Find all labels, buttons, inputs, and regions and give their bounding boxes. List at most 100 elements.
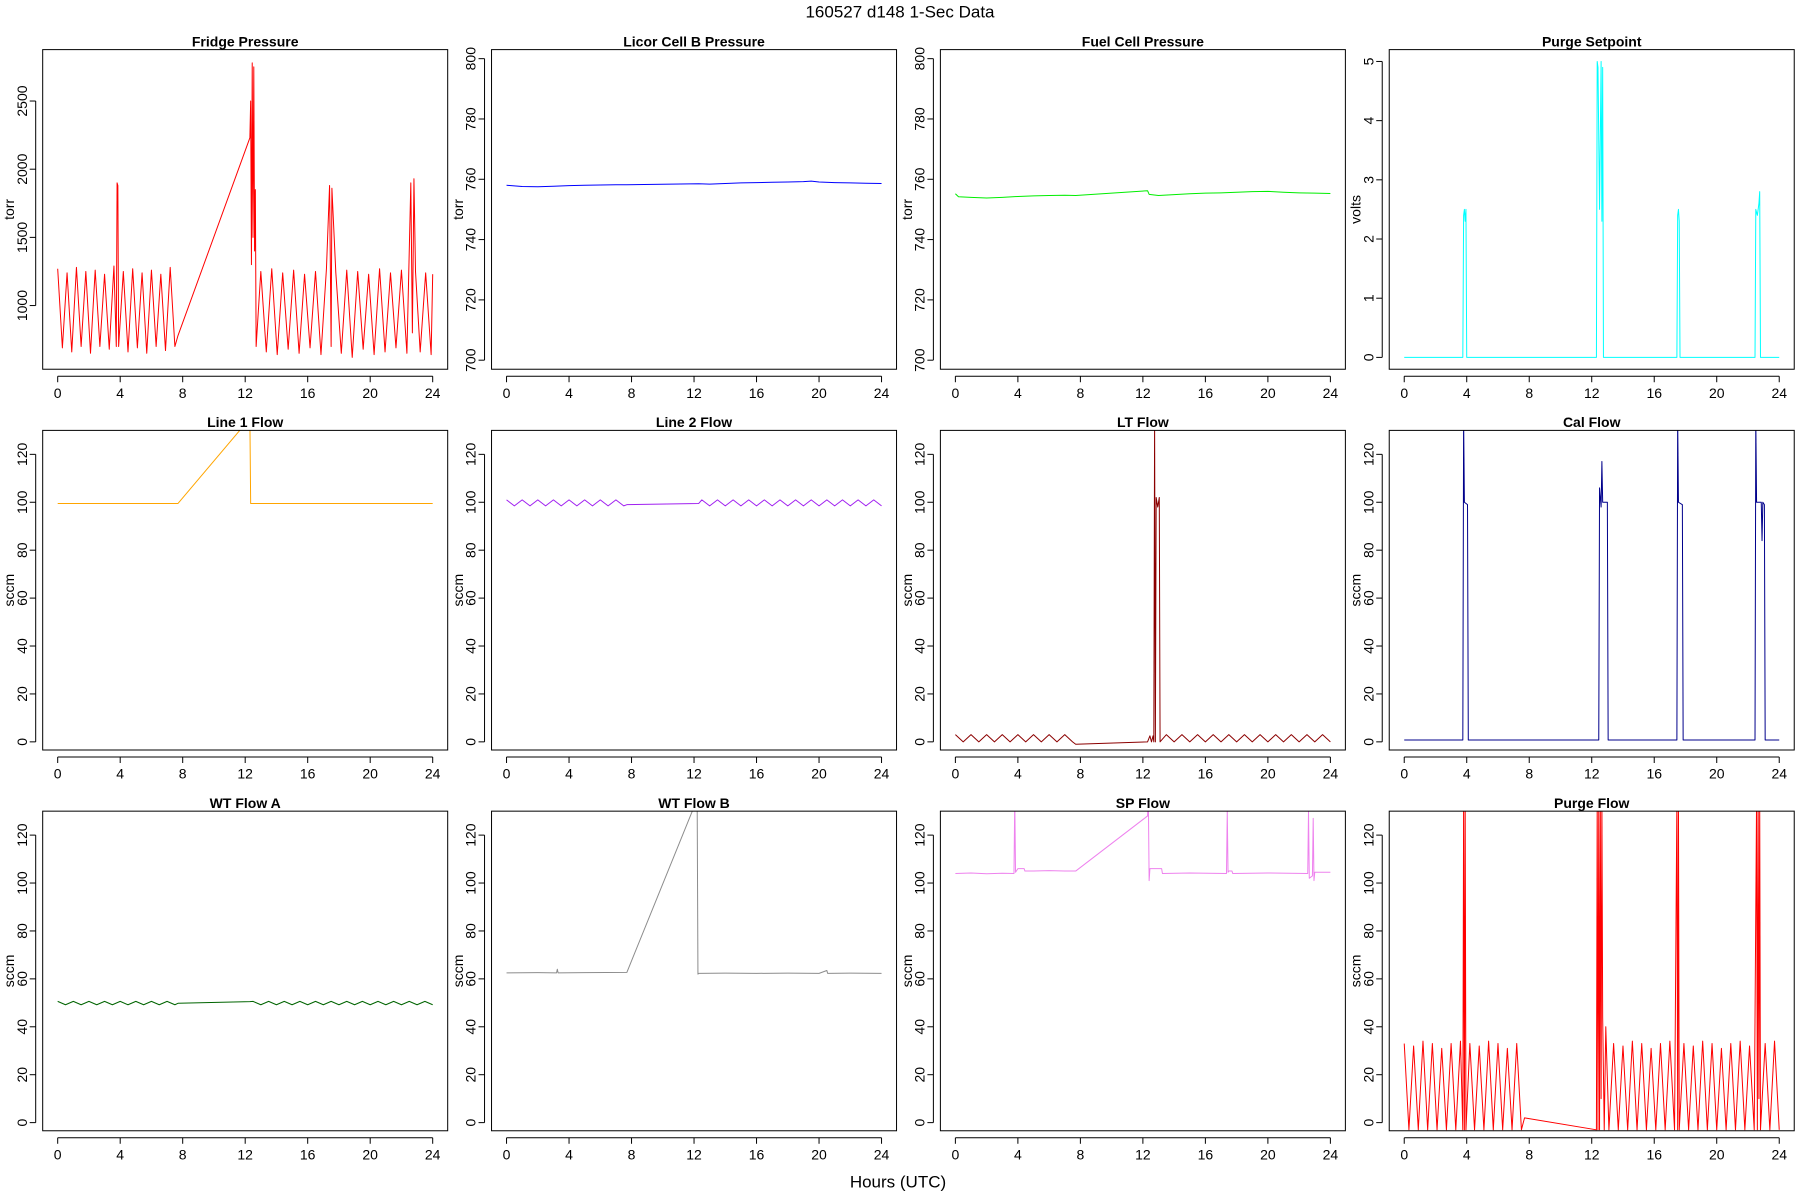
panel-title: Line 2 Flow xyxy=(656,414,732,430)
x-tick-label: 20 xyxy=(811,385,827,401)
plot-frame xyxy=(42,810,449,1132)
x-tick-label: 20 xyxy=(362,1146,378,1162)
x-tick-label: 20 xyxy=(362,385,378,401)
panel-title: SP Flow xyxy=(1116,795,1170,811)
plot-area xyxy=(1403,811,1780,1131)
x-tick-label: 16 xyxy=(1198,385,1214,401)
x-tick-label: 12 xyxy=(1135,1146,1151,1162)
x-tick-label: 16 xyxy=(300,385,316,401)
x-tick-label: 4 xyxy=(1014,1146,1022,1162)
y-tick-label: 720 xyxy=(911,288,927,312)
y-tick-label: 120 xyxy=(911,442,927,466)
y-tick-label: 4 xyxy=(1360,117,1376,125)
y-tick-label: 2500 xyxy=(14,85,30,116)
data-line xyxy=(955,811,1331,882)
y-tick-label: 120 xyxy=(14,442,30,466)
plot-frame xyxy=(491,810,898,1132)
plot-frame xyxy=(939,810,1346,1132)
y-tick-label: 100 xyxy=(14,490,30,514)
panel: Purge Flow sccm 0 4 8 12 16 20 24 0 20 40 60 80 100 120 xyxy=(1348,795,1795,1162)
x-tick-label: 12 xyxy=(1135,766,1151,782)
y-tick-label: 40 xyxy=(1360,1019,1376,1035)
x-tick-label: 0 xyxy=(54,1146,62,1162)
plot-area xyxy=(506,811,882,975)
y-tick-label: 20 xyxy=(911,686,927,702)
x-tick-label: 24 xyxy=(1323,1146,1339,1162)
y-tick-label: 1000 xyxy=(14,290,30,321)
plot-frame xyxy=(491,49,898,370)
panel: WT Flow A sccm 0 4 8 12 16 20 24 0 20 40 60 80 100 120 xyxy=(1,795,449,1162)
x-tick-label: 24 xyxy=(1771,385,1787,401)
panel: LT Flow sccm 0 4 8 12 16 20 24 0 20 40 60 80 100 120 xyxy=(899,414,1346,782)
x-tick-label: 20 xyxy=(1709,1146,1725,1162)
x-tick-label: 16 xyxy=(1198,766,1214,782)
y-tick-label: 80 xyxy=(911,542,927,558)
x-tick-label: 4 xyxy=(565,1146,573,1162)
x-tick-label: 0 xyxy=(1400,1146,1408,1162)
panel: Fuel Cell Pressure torr 0 4 8 12 16 20 24 700 720 7… xyxy=(899,33,1346,401)
panel: Line 2 Flow sccm 0 4 8 12 16 20 24 0 20 40 60 80 100 12… xyxy=(450,414,898,782)
plot-area xyxy=(506,180,882,188)
x-tick-label: 0 xyxy=(1400,766,1408,782)
panel: WT Flow B sccm 0 4 8 12 16 20 24 0 20 40 60 80 100 120 xyxy=(450,795,898,1162)
x-tick-label: 20 xyxy=(1260,766,1276,782)
plot-frame xyxy=(1388,810,1795,1132)
plot-frame xyxy=(491,429,898,751)
x-tick-label: 4 xyxy=(1463,1146,1471,1162)
panel: SP Flow sccm 0 4 8 12 16 20 24 0 20 40 60 80 100 120 xyxy=(899,795,1346,1162)
x-tick-label: 4 xyxy=(1463,385,1471,401)
panel-title: LT Flow xyxy=(1117,414,1169,430)
y-tick-label: 60 xyxy=(14,971,30,987)
x-tick-label: 8 xyxy=(1525,1146,1533,1162)
plot-frame xyxy=(42,429,449,751)
x-tick-label: 12 xyxy=(1135,385,1151,401)
x-tick-label: 0 xyxy=(503,1146,511,1162)
y-tick-label: 120 xyxy=(1360,823,1376,847)
x-tick-label: 20 xyxy=(362,766,378,782)
y-tick-label: 100 xyxy=(911,490,927,514)
x-tick-label: 24 xyxy=(425,385,441,401)
y-tick-label: 40 xyxy=(14,638,30,654)
y-tick-label: 780 xyxy=(911,107,927,131)
x-tick-label: 8 xyxy=(179,1146,187,1162)
y-tick-label: 100 xyxy=(463,871,479,895)
x-tick-label: 0 xyxy=(951,1146,959,1162)
x-tick-label: 8 xyxy=(179,385,187,401)
y-axis-title: sccm xyxy=(1,955,17,988)
x-tick-label: 16 xyxy=(749,385,765,401)
x-tick-label: 20 xyxy=(811,766,827,782)
plot-frame xyxy=(42,49,449,370)
y-tick-label: 100 xyxy=(1360,490,1376,514)
plot-area xyxy=(1404,60,1780,358)
y-tick-label: 40 xyxy=(14,1019,30,1035)
x-tick-label: 8 xyxy=(628,766,636,782)
y-tick-label: 80 xyxy=(14,923,30,939)
panel: Fridge Pressure torr 0 4 8 12 16 20 24 1000 1500 20… xyxy=(1,33,449,401)
plot-area xyxy=(57,430,433,504)
x-tick-label: 0 xyxy=(54,385,62,401)
plot-area xyxy=(506,499,882,507)
y-axis-title: volts xyxy=(1348,195,1364,224)
data-line xyxy=(1404,60,1780,358)
x-tick-label: 4 xyxy=(116,766,124,782)
x-tick-label: 12 xyxy=(686,1146,702,1162)
y-tick-label: 60 xyxy=(1360,590,1376,606)
x-tick-label: 8 xyxy=(628,385,636,401)
x-tick-label: 12 xyxy=(237,1146,253,1162)
data-line xyxy=(57,1000,433,1006)
y-tick-label: 760 xyxy=(911,167,927,191)
plot-area xyxy=(955,811,1331,882)
x-tick-label: 16 xyxy=(1646,1146,1662,1162)
x-tick-label: 20 xyxy=(1709,385,1725,401)
y-tick-label: 20 xyxy=(14,686,30,702)
x-tick-label: 24 xyxy=(1771,766,1787,782)
y-tick-label: 740 xyxy=(463,228,479,252)
y-axis-title: sccm xyxy=(450,574,466,607)
x-tick-label: 0 xyxy=(54,766,62,782)
data-line xyxy=(57,430,433,504)
data-line xyxy=(955,430,1331,745)
y-tick-label: 120 xyxy=(14,823,30,847)
y-tick-label: 0 xyxy=(463,1119,479,1127)
